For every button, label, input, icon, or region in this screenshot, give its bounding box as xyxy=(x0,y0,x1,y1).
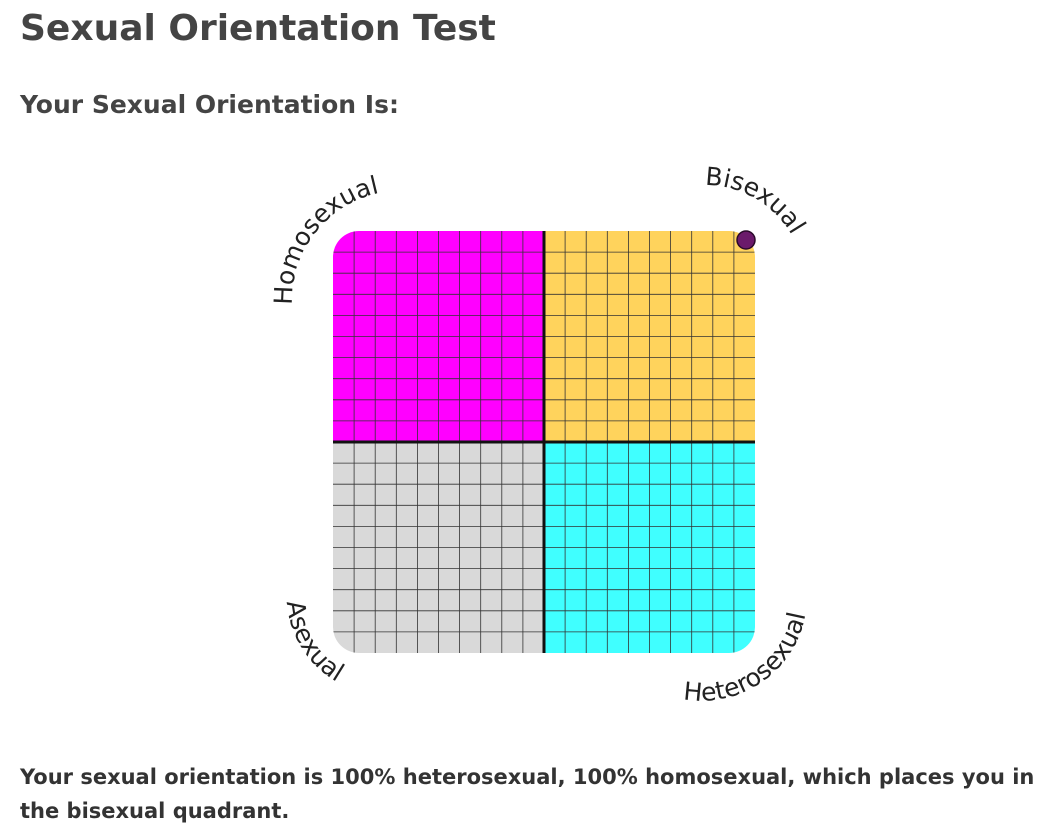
result-point xyxy=(736,230,756,250)
result-text: Your sexual orientation is 100% heterose… xyxy=(20,765,1035,823)
quadrant-area xyxy=(333,231,755,653)
quadrant-label-text: Bisexual xyxy=(704,162,811,239)
subtitle: Your Sexual Orientation Is: xyxy=(20,90,399,119)
chart: Homosexual Bisexual Asexual Heterosexual xyxy=(269,162,812,707)
page-title: Sexual Orientation Test xyxy=(20,8,496,49)
quadrant-label: Bisexual xyxy=(704,162,811,239)
